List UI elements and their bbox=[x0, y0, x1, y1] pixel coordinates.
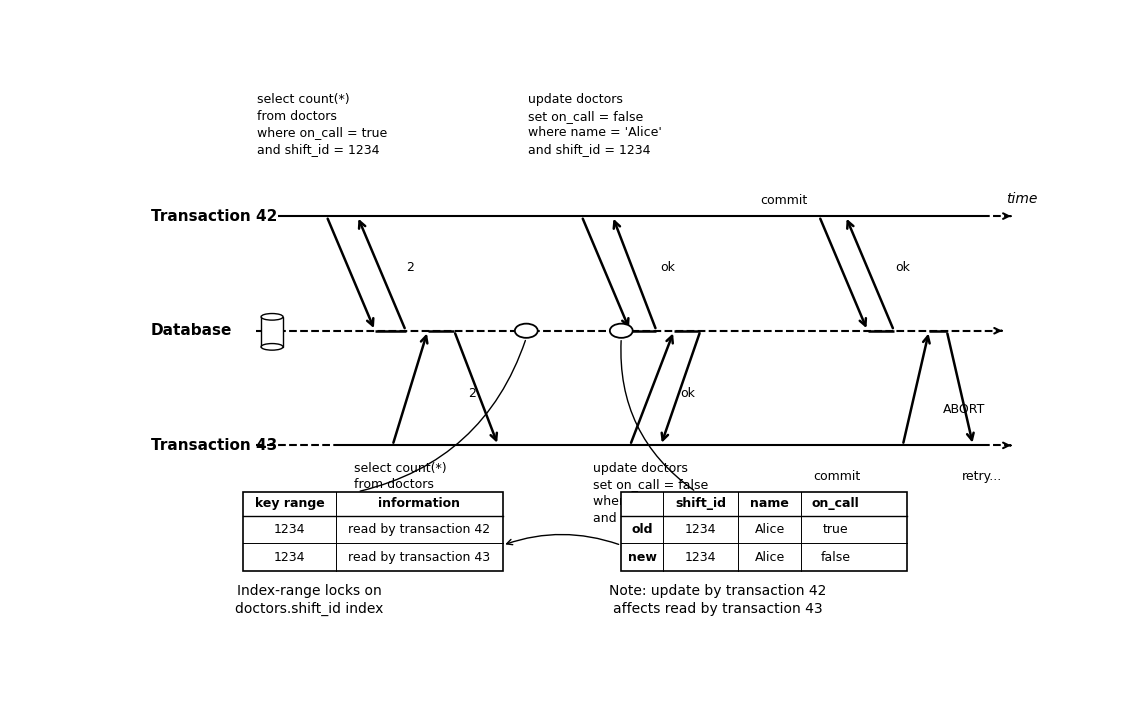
Text: ok: ok bbox=[661, 262, 675, 274]
Bar bbox=[243, 492, 503, 571]
Text: ABORT: ABORT bbox=[943, 403, 985, 416]
Text: Transaction 43: Transaction 43 bbox=[151, 438, 277, 453]
Text: Database: Database bbox=[151, 323, 232, 338]
Ellipse shape bbox=[261, 344, 283, 350]
Bar bbox=[261, 317, 283, 347]
Text: 1234: 1234 bbox=[274, 551, 305, 564]
Text: name: name bbox=[750, 497, 789, 510]
Text: read by transaction 43: read by transaction 43 bbox=[348, 551, 490, 564]
Text: commit: commit bbox=[813, 470, 860, 483]
Text: ok: ok bbox=[680, 387, 695, 400]
Text: false: false bbox=[821, 551, 850, 564]
Text: commit: commit bbox=[760, 194, 808, 207]
Text: information: information bbox=[378, 497, 461, 510]
Text: read by transaction 42: read by transaction 42 bbox=[348, 523, 490, 536]
Text: shift_id: shift_id bbox=[675, 497, 726, 510]
Circle shape bbox=[609, 323, 632, 338]
Text: 2: 2 bbox=[406, 262, 414, 274]
Text: Alice: Alice bbox=[755, 523, 785, 536]
Text: Alice: Alice bbox=[755, 551, 785, 564]
Text: update doctors
set on_call = false
where name = 'Bob'
and shift_id = 1234: update doctors set on_call = false where… bbox=[592, 462, 721, 524]
Text: ok: ok bbox=[896, 262, 910, 274]
Text: time: time bbox=[1007, 191, 1037, 206]
Text: retry...: retry... bbox=[961, 470, 1002, 483]
Text: 1234: 1234 bbox=[684, 523, 716, 536]
Text: true: true bbox=[823, 523, 849, 536]
Text: Index-range locks on
doctors.shift_id index: Index-range locks on doctors.shift_id in… bbox=[235, 584, 384, 616]
Text: Transaction 42: Transaction 42 bbox=[151, 208, 277, 223]
Text: select count(*)
from doctors
where on_call = true
and shift_id = 1234: select count(*) from doctors where on_ca… bbox=[257, 94, 387, 156]
Text: 1234: 1234 bbox=[274, 523, 305, 536]
Text: new: new bbox=[628, 551, 656, 564]
Bar bbox=[621, 492, 907, 571]
Circle shape bbox=[515, 323, 538, 338]
Text: on_call: on_call bbox=[812, 497, 859, 510]
Text: select count(*)
from doctors
where on_call = true
and shift_id = 1234: select count(*) from doctors where on_ca… bbox=[354, 462, 485, 524]
Text: old: old bbox=[631, 523, 653, 536]
Text: 2: 2 bbox=[468, 387, 476, 400]
Text: key range: key range bbox=[255, 497, 325, 510]
Ellipse shape bbox=[261, 313, 283, 320]
Text: Note: update by transaction 42
affects read by transaction 43: Note: update by transaction 42 affects r… bbox=[609, 584, 826, 616]
Text: update doctors
set on_call = false
where name = 'Alice'
and shift_id = 1234: update doctors set on_call = false where… bbox=[528, 94, 662, 156]
Text: 1234: 1234 bbox=[684, 551, 716, 564]
